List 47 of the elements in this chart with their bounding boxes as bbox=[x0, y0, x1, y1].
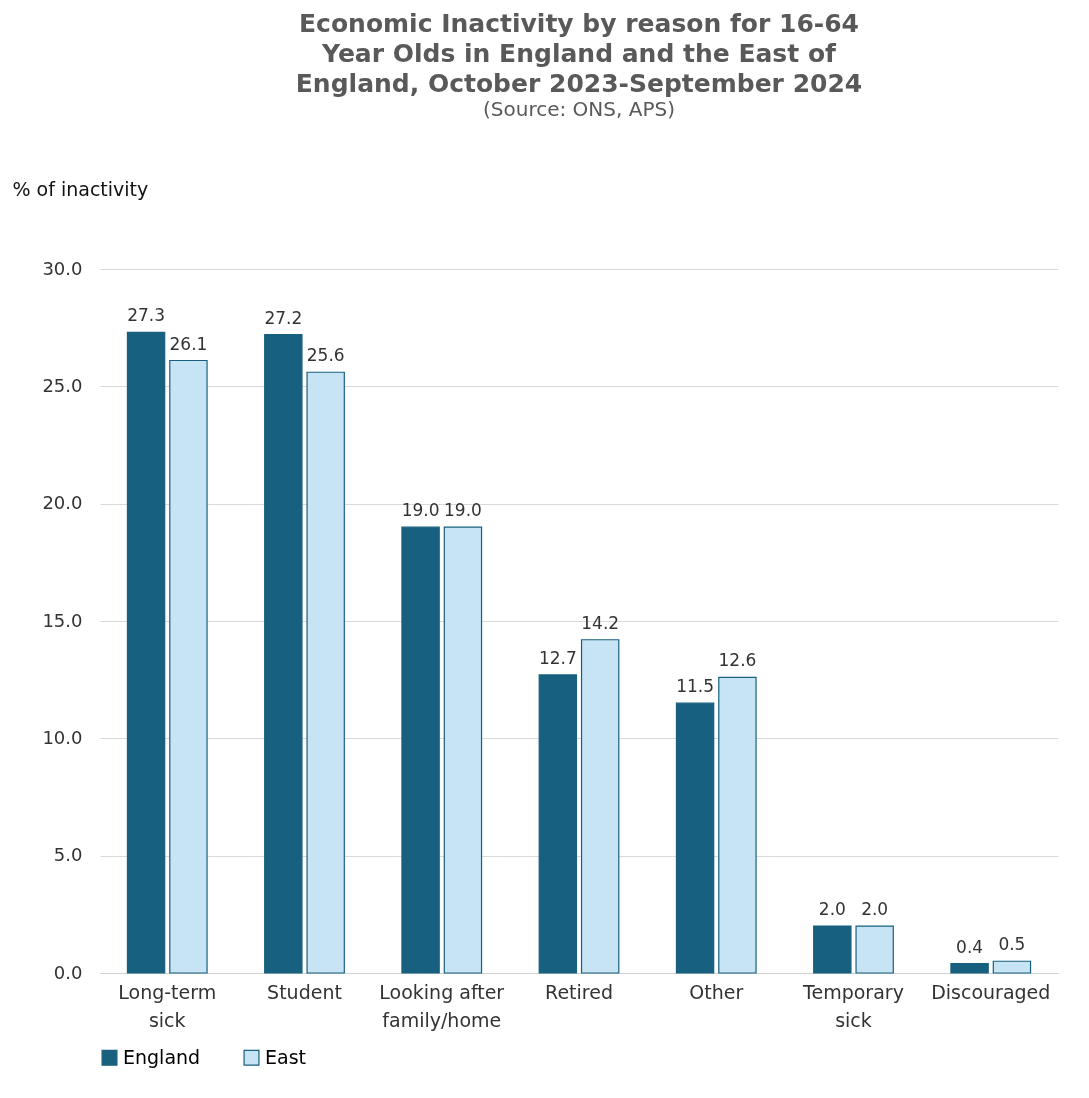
y-tick-label: 25.0 bbox=[42, 374, 83, 396]
data-label: 19.0 bbox=[401, 500, 440, 521]
x-tick-label: Other bbox=[689, 980, 744, 1003]
bar bbox=[306, 371, 345, 974]
y-tick-label: 0.0 bbox=[53, 961, 83, 983]
x-tick-label: Temporary sick bbox=[802, 980, 904, 1031]
data-label: 26.1 bbox=[169, 333, 208, 354]
y-axis-title: % of inactivity bbox=[12, 177, 149, 200]
bar bbox=[855, 925, 894, 974]
data-label: 12.6 bbox=[718, 650, 757, 671]
data-label: 25.6 bbox=[306, 345, 345, 366]
y-tick-label: 10.0 bbox=[42, 726, 83, 748]
bar bbox=[813, 925, 852, 974]
x-tick-label: Looking after family/home bbox=[379, 980, 505, 1031]
chart-title: Economic Inactivity by reason for 16-64 Year Olds in England and the East of England, October 2023-September 2024 bbox=[295, 9, 863, 98]
x-tick-label: Discouraged bbox=[931, 980, 1051, 1003]
legend-label: England bbox=[123, 1045, 201, 1068]
y-tick-label: 15.0 bbox=[42, 609, 83, 631]
data-label: 14.2 bbox=[581, 612, 620, 633]
y-tick-label: 5.0 bbox=[53, 844, 83, 866]
bar bbox=[675, 702, 715, 974]
bar bbox=[580, 639, 620, 974]
legend-label: East bbox=[265, 1045, 306, 1068]
data-label: 12.7 bbox=[538, 647, 577, 668]
data-label: 27.2 bbox=[264, 307, 303, 328]
y-tick-label: 20.0 bbox=[42, 492, 83, 514]
bar bbox=[126, 331, 166, 974]
x-tick-label: Student bbox=[267, 980, 342, 1003]
bar bbox=[401, 526, 440, 974]
bar bbox=[718, 676, 757, 974]
bar bbox=[538, 674, 578, 974]
data-label: 19.0 bbox=[443, 500, 482, 521]
data-label: 27.3 bbox=[127, 305, 166, 326]
x-tick-label: Long-term sick bbox=[118, 980, 217, 1031]
bar bbox=[992, 960, 1032, 974]
bar bbox=[443, 526, 483, 974]
bar bbox=[169, 359, 208, 974]
data-label: 11.5 bbox=[676, 676, 715, 697]
chart-subtitle: (Source: ONS, APS) bbox=[483, 97, 675, 121]
data-label: 2.0 bbox=[818, 899, 846, 920]
data-label: 0.5 bbox=[998, 934, 1026, 955]
y-tick-label: 30.0 bbox=[42, 257, 83, 279]
data-label: 0.4 bbox=[956, 936, 984, 957]
data-label: 2.0 bbox=[861, 899, 889, 920]
x-tick-label: Retired bbox=[545, 980, 613, 1003]
bar bbox=[950, 963, 989, 974]
bar bbox=[264, 334, 303, 974]
